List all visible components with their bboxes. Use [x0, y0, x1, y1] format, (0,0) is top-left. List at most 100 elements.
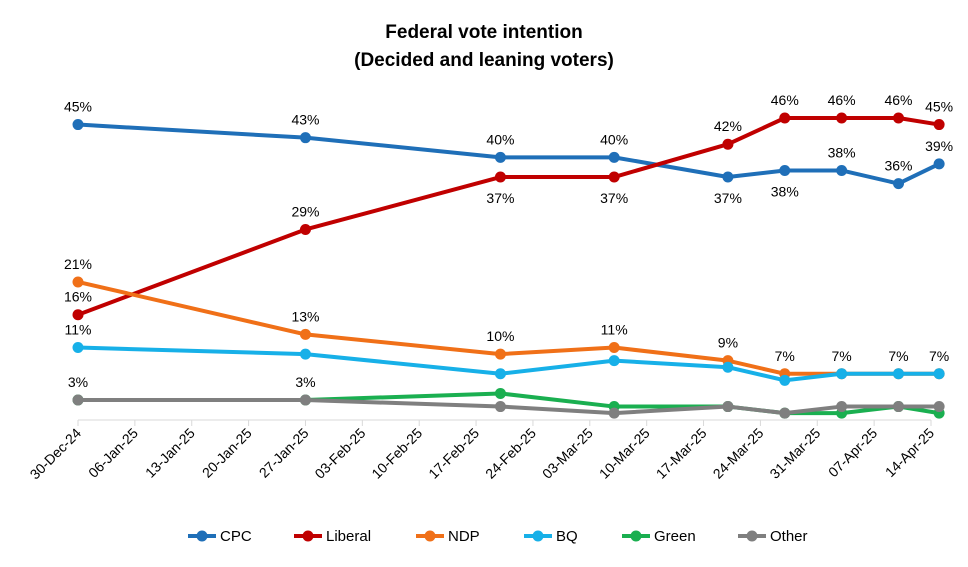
ndp-data-label: 7%: [832, 348, 852, 364]
liberal-data-label: 29%: [291, 203, 319, 219]
x-tick-label: 30-Dec-24: [27, 425, 85, 483]
other-data-label: 3%: [68, 374, 88, 390]
x-tick-label: 03-Mar-25: [539, 425, 596, 482]
x-tick-label: 20-Jan-25: [199, 425, 255, 481]
data-labels-layer: 45% 43% 40% 40% 37% 38% 38% 36% 39% 16% 29% 37% 37% 4…: [64, 92, 953, 390]
liberal-point: [722, 138, 734, 150]
liberal-point: [494, 171, 506, 183]
other-data-label: 3%: [295, 374, 315, 390]
bq-point: [72, 342, 84, 354]
ndp-data-label: 7%: [929, 348, 949, 364]
liberal-data-label: 16%: [64, 289, 92, 305]
chart-title-line-2: (Decided and leaning voters): [354, 50, 614, 71]
liberal-point: [779, 112, 791, 124]
ndp-point: [72, 276, 84, 288]
other-point: [608, 407, 620, 419]
liberal-point: [299, 223, 311, 235]
cpc-data-label: 36%: [884, 158, 912, 174]
ndp-data-label: 13%: [291, 308, 319, 324]
cpc-data-label: 37%: [714, 190, 742, 206]
liberal-data-label: 46%: [884, 92, 912, 108]
legend-item-ndp: NDP: [416, 528, 480, 545]
x-tick-label: 24-Feb-25: [482, 425, 539, 482]
series-bq: [72, 342, 945, 386]
liberal-data-label: 37%: [600, 190, 628, 206]
legend-swatch-marker: [532, 530, 544, 542]
cpc-point: [722, 171, 734, 183]
legend-label: Green: [654, 528, 696, 545]
legend-item-green: Green: [622, 528, 696, 545]
cpc-point: [933, 158, 945, 170]
ndp-data-label: 7%: [888, 348, 908, 364]
liberal-point: [72, 309, 84, 321]
green-point: [494, 387, 506, 399]
liberal-data-label: 37%: [486, 190, 514, 206]
other-line: [78, 398, 940, 416]
legend-swatch-marker: [196, 530, 208, 542]
liberal-data-label: 46%: [828, 92, 856, 108]
bq-point: [722, 361, 734, 373]
x-tick-label: 27-Jan-25: [256, 425, 312, 481]
liberal-data-label: 42%: [714, 118, 742, 134]
cpc-point: [836, 164, 848, 176]
cpc-data-label: 40%: [486, 131, 514, 147]
legend-item-liberal: Liberal: [294, 528, 371, 545]
liberal-point: [836, 112, 848, 124]
legend-swatch-marker: [746, 530, 758, 542]
cpc-data-label: 40%: [600, 131, 628, 147]
other-point: [893, 401, 905, 413]
legend-label: Other: [770, 528, 808, 545]
chart-title-line-1: Federal vote intention: [385, 22, 582, 43]
ndp-data-label: 10%: [486, 328, 514, 344]
bq-point: [494, 368, 506, 380]
bq-point: [836, 368, 848, 380]
ndp-point: [608, 342, 620, 354]
x-tick-label: 03-Feb-25: [311, 425, 368, 482]
series-cpc: [72, 119, 945, 190]
cpc-point: [299, 132, 311, 144]
cpc-data-label: 38%: [828, 144, 856, 160]
x-tick-label: 17-Feb-25: [425, 425, 482, 482]
legend-label: NDP: [448, 528, 480, 545]
bq-point: [608, 355, 620, 367]
series-other: [72, 394, 945, 419]
x-tick-label: 31-Mar-25: [766, 425, 823, 482]
cpc-data-label: 43%: [291, 112, 319, 128]
series-layer: [72, 112, 945, 419]
legend: CPC Liberal NDP BQ Green Other: [188, 528, 808, 545]
series-green: [72, 387, 945, 419]
cpc-point: [893, 178, 905, 190]
other-point: [836, 401, 848, 413]
bq-point: [893, 368, 905, 380]
x-tick-label: 10-Feb-25: [368, 425, 425, 482]
cpc-point: [608, 151, 620, 163]
ndp-point: [494, 348, 506, 360]
bq-point: [779, 374, 791, 386]
cpc-data-label: 38%: [771, 183, 799, 199]
x-tick-label: 10-Mar-25: [596, 425, 653, 482]
bq-point: [299, 348, 311, 360]
x-tick-label: 14-Apr-25: [882, 425, 937, 480]
liberal-point: [933, 119, 945, 131]
other-point: [299, 394, 311, 406]
liberal-point: [893, 112, 905, 124]
cpc-data-label: 45%: [64, 99, 92, 115]
liberal-data-label: 46%: [771, 92, 799, 108]
ndp-data-label: 21%: [64, 256, 92, 272]
other-point: [779, 407, 791, 419]
liberal-line: [77, 116, 940, 317]
legend-label: BQ: [556, 528, 578, 545]
bq-point: [933, 368, 945, 380]
cpc-point: [494, 151, 506, 163]
x-tick-label: 06-Jan-25: [85, 425, 141, 481]
other-point: [722, 401, 734, 413]
bq-data-label: 11%: [65, 322, 92, 338]
x-tick-label: 17-Mar-25: [653, 425, 710, 482]
legend-swatch-marker: [302, 530, 314, 542]
legend-item-bq: BQ: [524, 528, 578, 545]
ndp-data-label: 7%: [775, 348, 795, 364]
legend-swatch-marker: [424, 530, 436, 542]
series-liberal: [72, 112, 945, 321]
cpc-point: [72, 119, 84, 131]
